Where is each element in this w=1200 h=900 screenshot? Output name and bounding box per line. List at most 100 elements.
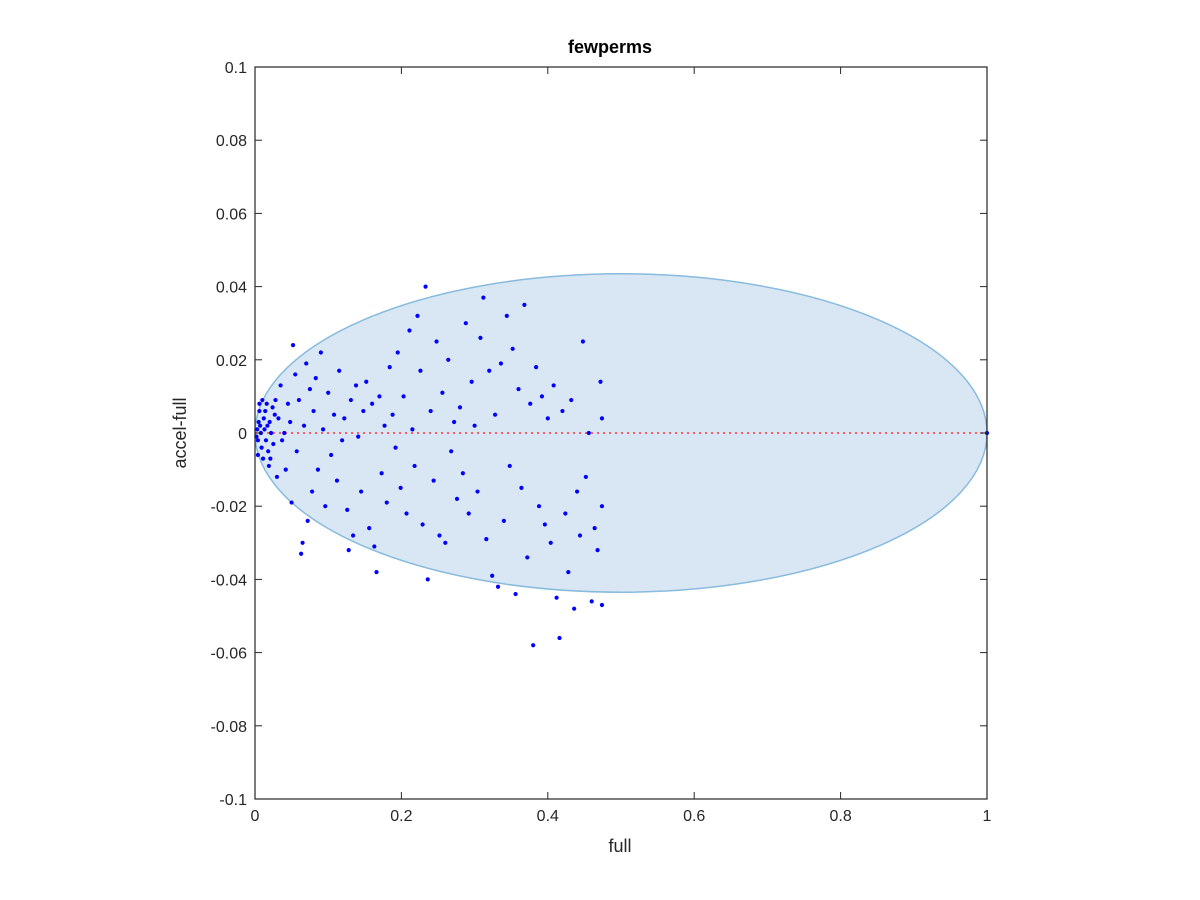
data-point bbox=[256, 419, 261, 425]
data-point bbox=[261, 416, 266, 421]
data-point bbox=[410, 427, 415, 432]
data-point bbox=[501, 518, 506, 523]
y-axis-label: accel-full bbox=[170, 397, 190, 468]
data-point bbox=[484, 537, 489, 542]
data-point bbox=[290, 343, 296, 348]
data-point bbox=[267, 419, 272, 425]
data-point bbox=[364, 379, 369, 384]
data-point bbox=[268, 456, 273, 461]
data-point bbox=[557, 635, 562, 641]
data-point bbox=[255, 438, 261, 443]
data-point bbox=[589, 599, 594, 604]
data-point bbox=[289, 500, 294, 505]
data-point bbox=[566, 569, 571, 575]
y-tick-label: -0.04 bbox=[211, 572, 248, 589]
data-point bbox=[379, 471, 384, 476]
data-point bbox=[542, 522, 547, 527]
data-point bbox=[367, 526, 372, 531]
data-point bbox=[548, 540, 553, 545]
data-point bbox=[528, 401, 533, 406]
data-point bbox=[401, 394, 406, 399]
data-point bbox=[457, 405, 463, 410]
x-axis-ticks: 0 0.2 0.4 0.6 0.8 1 bbox=[251, 67, 992, 825]
data-point bbox=[269, 430, 274, 436]
data-point bbox=[522, 302, 527, 307]
data-point bbox=[525, 555, 530, 560]
data-point bbox=[510, 346, 515, 351]
chart-title: fewperms bbox=[568, 37, 652, 57]
data-point bbox=[264, 401, 269, 406]
y-tick-label: -0.06 bbox=[211, 646, 248, 663]
data-point bbox=[434, 339, 439, 344]
data-point bbox=[299, 551, 304, 556]
data-point bbox=[320, 427, 326, 432]
data-point bbox=[334, 478, 340, 483]
data-point bbox=[323, 504, 328, 509]
data-point bbox=[257, 408, 262, 414]
data-point bbox=[361, 408, 366, 414]
data-point bbox=[446, 357, 451, 362]
data-point bbox=[599, 602, 605, 608]
y-tick-label: -0.1 bbox=[219, 792, 247, 809]
y-tick-label: 0.04 bbox=[216, 280, 247, 297]
data-point bbox=[257, 401, 262, 406]
data-point bbox=[560, 408, 565, 414]
data-point bbox=[404, 511, 409, 516]
data-point bbox=[276, 416, 281, 421]
data-point bbox=[304, 361, 309, 366]
data-point bbox=[374, 569, 379, 575]
data-point bbox=[255, 427, 260, 432]
data-point bbox=[309, 489, 315, 494]
data-point bbox=[387, 365, 392, 370]
data-point bbox=[273, 397, 278, 403]
y-tick-label: 0 bbox=[238, 426, 247, 443]
data-point bbox=[301, 423, 307, 428]
data-point bbox=[350, 533, 356, 538]
data-point bbox=[507, 463, 512, 469]
data-point bbox=[318, 350, 323, 355]
data-point bbox=[331, 412, 337, 417]
data-point bbox=[266, 449, 271, 454]
data-point bbox=[393, 445, 398, 450]
data-point bbox=[595, 548, 600, 553]
data-point bbox=[390, 412, 395, 417]
data-point bbox=[340, 438, 345, 443]
data-point bbox=[533, 365, 539, 370]
data-point bbox=[583, 474, 588, 480]
data-point bbox=[487, 368, 492, 373]
data-point bbox=[285, 401, 291, 406]
data-point bbox=[262, 427, 267, 432]
y-tick-label: 0.08 bbox=[216, 133, 247, 150]
data-point bbox=[449, 449, 454, 454]
y-tick-label: -0.02 bbox=[211, 499, 248, 516]
data-point bbox=[412, 463, 417, 469]
data-point bbox=[282, 430, 287, 436]
data-point bbox=[463, 321, 468, 326]
data-point bbox=[431, 478, 436, 483]
y-tick-label: 0.1 bbox=[225, 60, 247, 77]
data-point bbox=[592, 526, 597, 531]
data-point bbox=[569, 397, 574, 403]
data-point bbox=[466, 511, 471, 516]
data-point bbox=[428, 408, 433, 414]
data-point bbox=[536, 504, 542, 509]
data-point bbox=[260, 397, 265, 403]
data-point bbox=[329, 452, 334, 458]
data-point bbox=[498, 361, 504, 366]
data-point bbox=[492, 412, 498, 417]
data-point bbox=[348, 397, 353, 403]
data-point bbox=[551, 383, 556, 388]
data-point bbox=[353, 383, 359, 388]
data-point bbox=[415, 313, 420, 318]
x-tick-label: 1 bbox=[983, 808, 992, 825]
data-point bbox=[545, 416, 550, 421]
data-point bbox=[407, 328, 412, 333]
data-point bbox=[342, 416, 347, 421]
data-point bbox=[265, 423, 270, 428]
data-point bbox=[437, 533, 442, 538]
data-point bbox=[300, 540, 305, 545]
data-point bbox=[255, 452, 261, 458]
data-point bbox=[259, 445, 264, 450]
x-tick-label: 0.2 bbox=[390, 808, 412, 825]
data-point bbox=[272, 412, 277, 417]
